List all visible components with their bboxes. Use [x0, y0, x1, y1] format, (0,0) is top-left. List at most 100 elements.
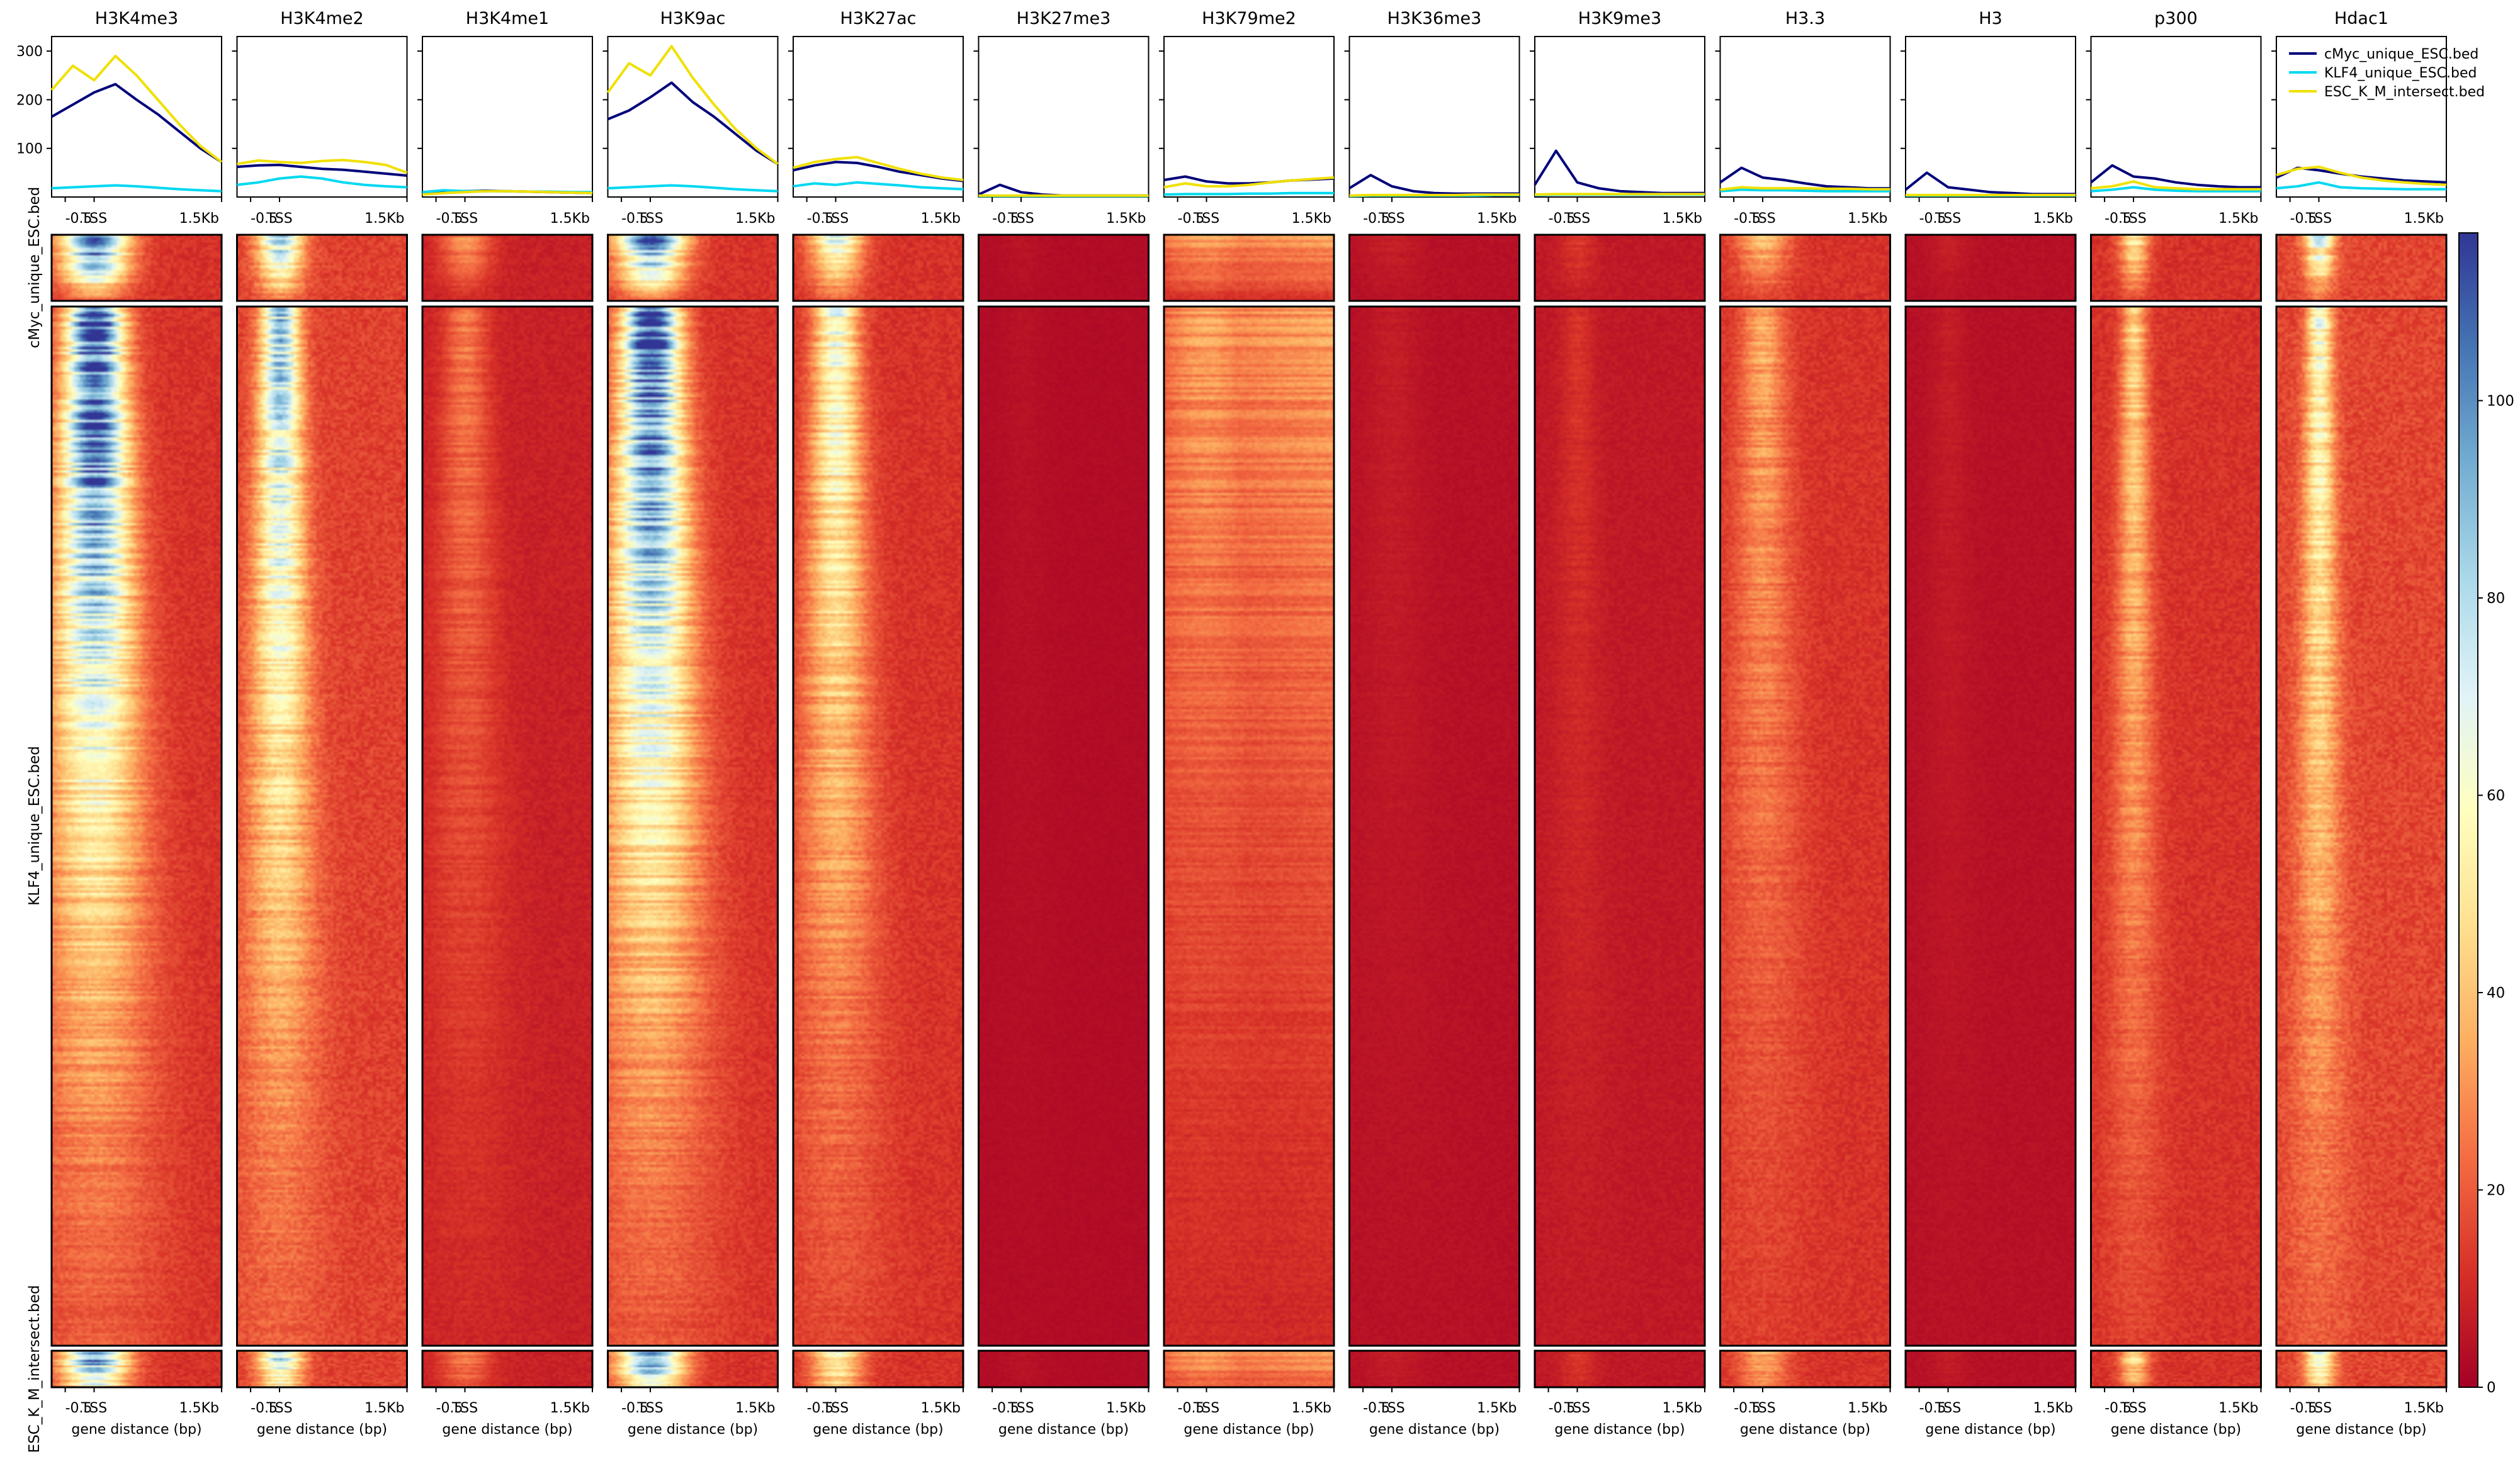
profile-ytick-label-1: 200 [16, 93, 43, 108]
profile-frame-h3k4me2 [236, 36, 408, 198]
heatmap-h3k27ac-esc-k-m-intersect-bed [793, 1351, 963, 1387]
heatmap-h3k4me3-esc-k-m-intersect-bed [52, 1351, 222, 1387]
profile-xtick-label-h3k4me2-1: TSS [266, 211, 292, 227]
track-title-p300: p300 [2154, 9, 2198, 28]
profile-xtick-label-h3k9me3-1: TSS [1564, 211, 1590, 227]
heatmap-xtick-label-h3k79me2-1: TSS [1193, 1400, 1219, 1416]
profile-xtick-label-h3k4me3-1: TSS [81, 211, 107, 227]
heatmap-frame-h3k4me3-1 [50, 305, 223, 1347]
heatmap-xtick-label-hdac1-0: -0.5 [2290, 1400, 2317, 1416]
profile-frame-h3k4me3 [51, 36, 222, 198]
heatmap-hdac1-cmyc-unique-esc-bed [2276, 235, 2446, 301]
heatmap-frame-h3k4me3-0 [50, 234, 223, 302]
heatmap-h3k9ac-esc-k-m-intersect-bed [607, 1351, 778, 1387]
heatmap-p300-cmyc-unique-esc-bed [2091, 235, 2261, 301]
colorbar-bar [2458, 232, 2478, 1388]
heatmap-xtick-label-h3k27ac-0: -0.5 [807, 1400, 834, 1416]
heatmap-xlabel-h3k4me2: gene distance (bp) [257, 1422, 387, 1438]
profile-xtick-label-h3-2: 1.5Kb [2033, 211, 2073, 227]
heatmap-h3-esc-k-m-intersect-bed [1906, 1351, 2076, 1387]
heatmap-frame-h3-0 [1904, 234, 2077, 302]
profile-xtick-label-p300-0: -0.5 [2105, 211, 2132, 227]
heatmap-xlabel-h3k9ac: gene distance (bp) [628, 1422, 758, 1438]
heatmap-p300-esc-k-m-intersect-bed [2091, 1351, 2261, 1387]
heatmap-frame-h3-3-1 [1719, 305, 1891, 1347]
colorbar-tick-label-5: 100 [2487, 393, 2514, 409]
heatmap-h3k9me3-esc-k-m-intersect-bed [1535, 1351, 1705, 1387]
heatmap-frame-p300-0 [2090, 234, 2262, 302]
profile-xtick-label-h3k27me3-2: 1.5Kb [1106, 211, 1146, 227]
track-title-h3k4me3: H3K4me3 [95, 9, 178, 28]
heatmap-xtick-label-h3-3-0: -0.5 [1734, 1400, 1761, 1416]
heatmap-xtick-label-h3k9me3-1: TSS [1564, 1400, 1590, 1416]
heatmap-frame-h3k79me2-0 [1163, 234, 1335, 302]
heatmap-frame-h3k27ac-2 [792, 1349, 964, 1389]
heatmap-xtick-label-h3k4me1-0: -0.5 [436, 1400, 463, 1416]
colorbar: 0 20 40 60 80 100 [2458, 232, 2514, 1396]
heatmap-h3k4me1-cmyc-unique-esc-bed [422, 235, 592, 301]
heatmap-frame-h3k4me1-0 [421, 234, 594, 302]
profile-line-h3k27ac-esc-k-m-intersect-bed [793, 155, 964, 181]
profile-line-h3k79me2-esc-k-m-intersect-bed [1163, 176, 1335, 189]
colorbar-tick-label-0: 0 [2487, 1380, 2496, 1396]
profile-xtick-label-h3k27me3-1: TSS [1007, 211, 1034, 227]
profile-xtick-label-p300-1: TSS [2120, 211, 2146, 227]
heatmap-xtick-label-hdac1-1: TSS [2305, 1400, 2332, 1416]
profile-frame-h3k4me1 [422, 36, 593, 198]
heatmap-xtick-label-h3k4me2-2: 1.5Kb [364, 1400, 404, 1416]
heatmap-frame-h3k27me3-2 [978, 1349, 1150, 1389]
profile-xtick-label-h3k36me3-1: TSS [1378, 211, 1404, 227]
colorbar-tick-label-4: 80 [2487, 590, 2505, 607]
track-title-h3k4me1: H3K4me1 [466, 9, 549, 28]
profile-xtick-label-h3k79me2-2: 1.5Kb [1292, 211, 1331, 227]
profile-line-h3k4me3-cmyc-unique-esc-bed [51, 82, 223, 164]
profile-frame-h3 [1905, 36, 2076, 198]
heatmap-xtick-label-h3k9ac-1: TSS [636, 1400, 663, 1416]
legend-label-klf4-unique-esc-bed: KLF4_unique_ESC.bed [2324, 65, 2477, 81]
heatmap-frame-h3k9ac-2 [607, 1349, 779, 1389]
heatmap-xtick-label-hdac1-2: 1.5Kb [2404, 1400, 2444, 1416]
heatmap-frame-h3k9me3-2 [1534, 1349, 1706, 1389]
heatmap-xlabel-h3k27ac: gene distance (bp) [813, 1422, 943, 1438]
heatmap-h3-3-cmyc-unique-esc-bed [1720, 235, 1890, 301]
profile-line-h3k9ac-cmyc-unique-esc-bed [607, 81, 779, 166]
profile-xtick-label-hdac1-1: TSS [2305, 211, 2332, 227]
heatmap-xtick-label-h3-3-1: TSS [1749, 1400, 1775, 1416]
heatmap-frame-h3k4me1-1 [421, 305, 594, 1347]
heatmap-frame-h3k27ac-1 [792, 305, 964, 1347]
profile-xtick-label-p300-2: 1.5Kb [2218, 211, 2258, 227]
profile-frame-hdac1 [2276, 36, 2447, 198]
colorbar-tick-label-3: 60 [2487, 787, 2505, 804]
track-title-h3k36me3: H3K36me3 [1387, 9, 1482, 28]
heatmap-xtick-label-h3k79me2-2: 1.5Kb [1292, 1400, 1331, 1416]
heatmap-xtick-label-h3k79me2-0: -0.5 [1178, 1400, 1205, 1416]
heatmap-frame-h3-2 [1904, 1349, 2077, 1389]
heatmap-h3k9ac-cmyc-unique-esc-bed [607, 235, 778, 301]
heatmap-h3k79me2-klf4-unique-esc-bed [1164, 307, 1334, 1346]
heatmap-h3k27ac-klf4-unique-esc-bed [793, 307, 963, 1346]
heatmap-xtick-label-h3k4me1-2: 1.5Kb [550, 1400, 590, 1416]
profile-frame-h3k9me3 [1534, 36, 1705, 198]
profile-xtick-label-h3k27me3-0: -0.5 [992, 211, 1019, 227]
profile-xtick-label-hdac1-0: -0.5 [2290, 211, 2317, 227]
track-title-h3: H3 [1979, 9, 2002, 28]
heatmap-h3k36me3-klf4-unique-esc-bed [1349, 307, 1520, 1346]
heatmap-h3k27me3-cmyc-unique-esc-bed [978, 235, 1149, 301]
profile-xtick-label-h3k27ac-2: 1.5Kb [921, 211, 961, 227]
profile-xtick-label-h3k4me3-0: -0.5 [65, 211, 93, 227]
profile-frame-h3-3 [1719, 36, 1891, 198]
heatmap-xtick-label-h3k9ac-0: -0.5 [621, 1400, 648, 1416]
profile-line-p300-cmyc-unique-esc-bed [2090, 164, 2261, 189]
profile-xtick-label-h3k36me3-2: 1.5Kb [1477, 211, 1517, 227]
heatmap-xtick-label-h3k4me1-1: TSS [451, 1400, 478, 1416]
profile-xtick-label-h3k4me1-0: -0.5 [436, 211, 463, 227]
profile-line-p300-klf4-unique-esc-bed [2091, 186, 2261, 193]
track-title-h3k27ac: H3K27ac [840, 9, 917, 28]
profile-xtick-label-hdac1-2: 1.5Kb [2404, 211, 2444, 227]
legend-label-esc-k-m-intersect-bed: ESC_K_M_intersect.bed [2324, 84, 2485, 100]
profile-line-h3k4me3-esc-k-m-intersect-bed [50, 54, 223, 163]
profile-xtick-label-h3k4me2-2: 1.5Kb [364, 211, 404, 227]
heatmap-p300-klf4-unique-esc-bed [2091, 307, 2261, 1346]
heatmap-xtick-label-h3k27me3-1: TSS [1007, 1400, 1034, 1416]
